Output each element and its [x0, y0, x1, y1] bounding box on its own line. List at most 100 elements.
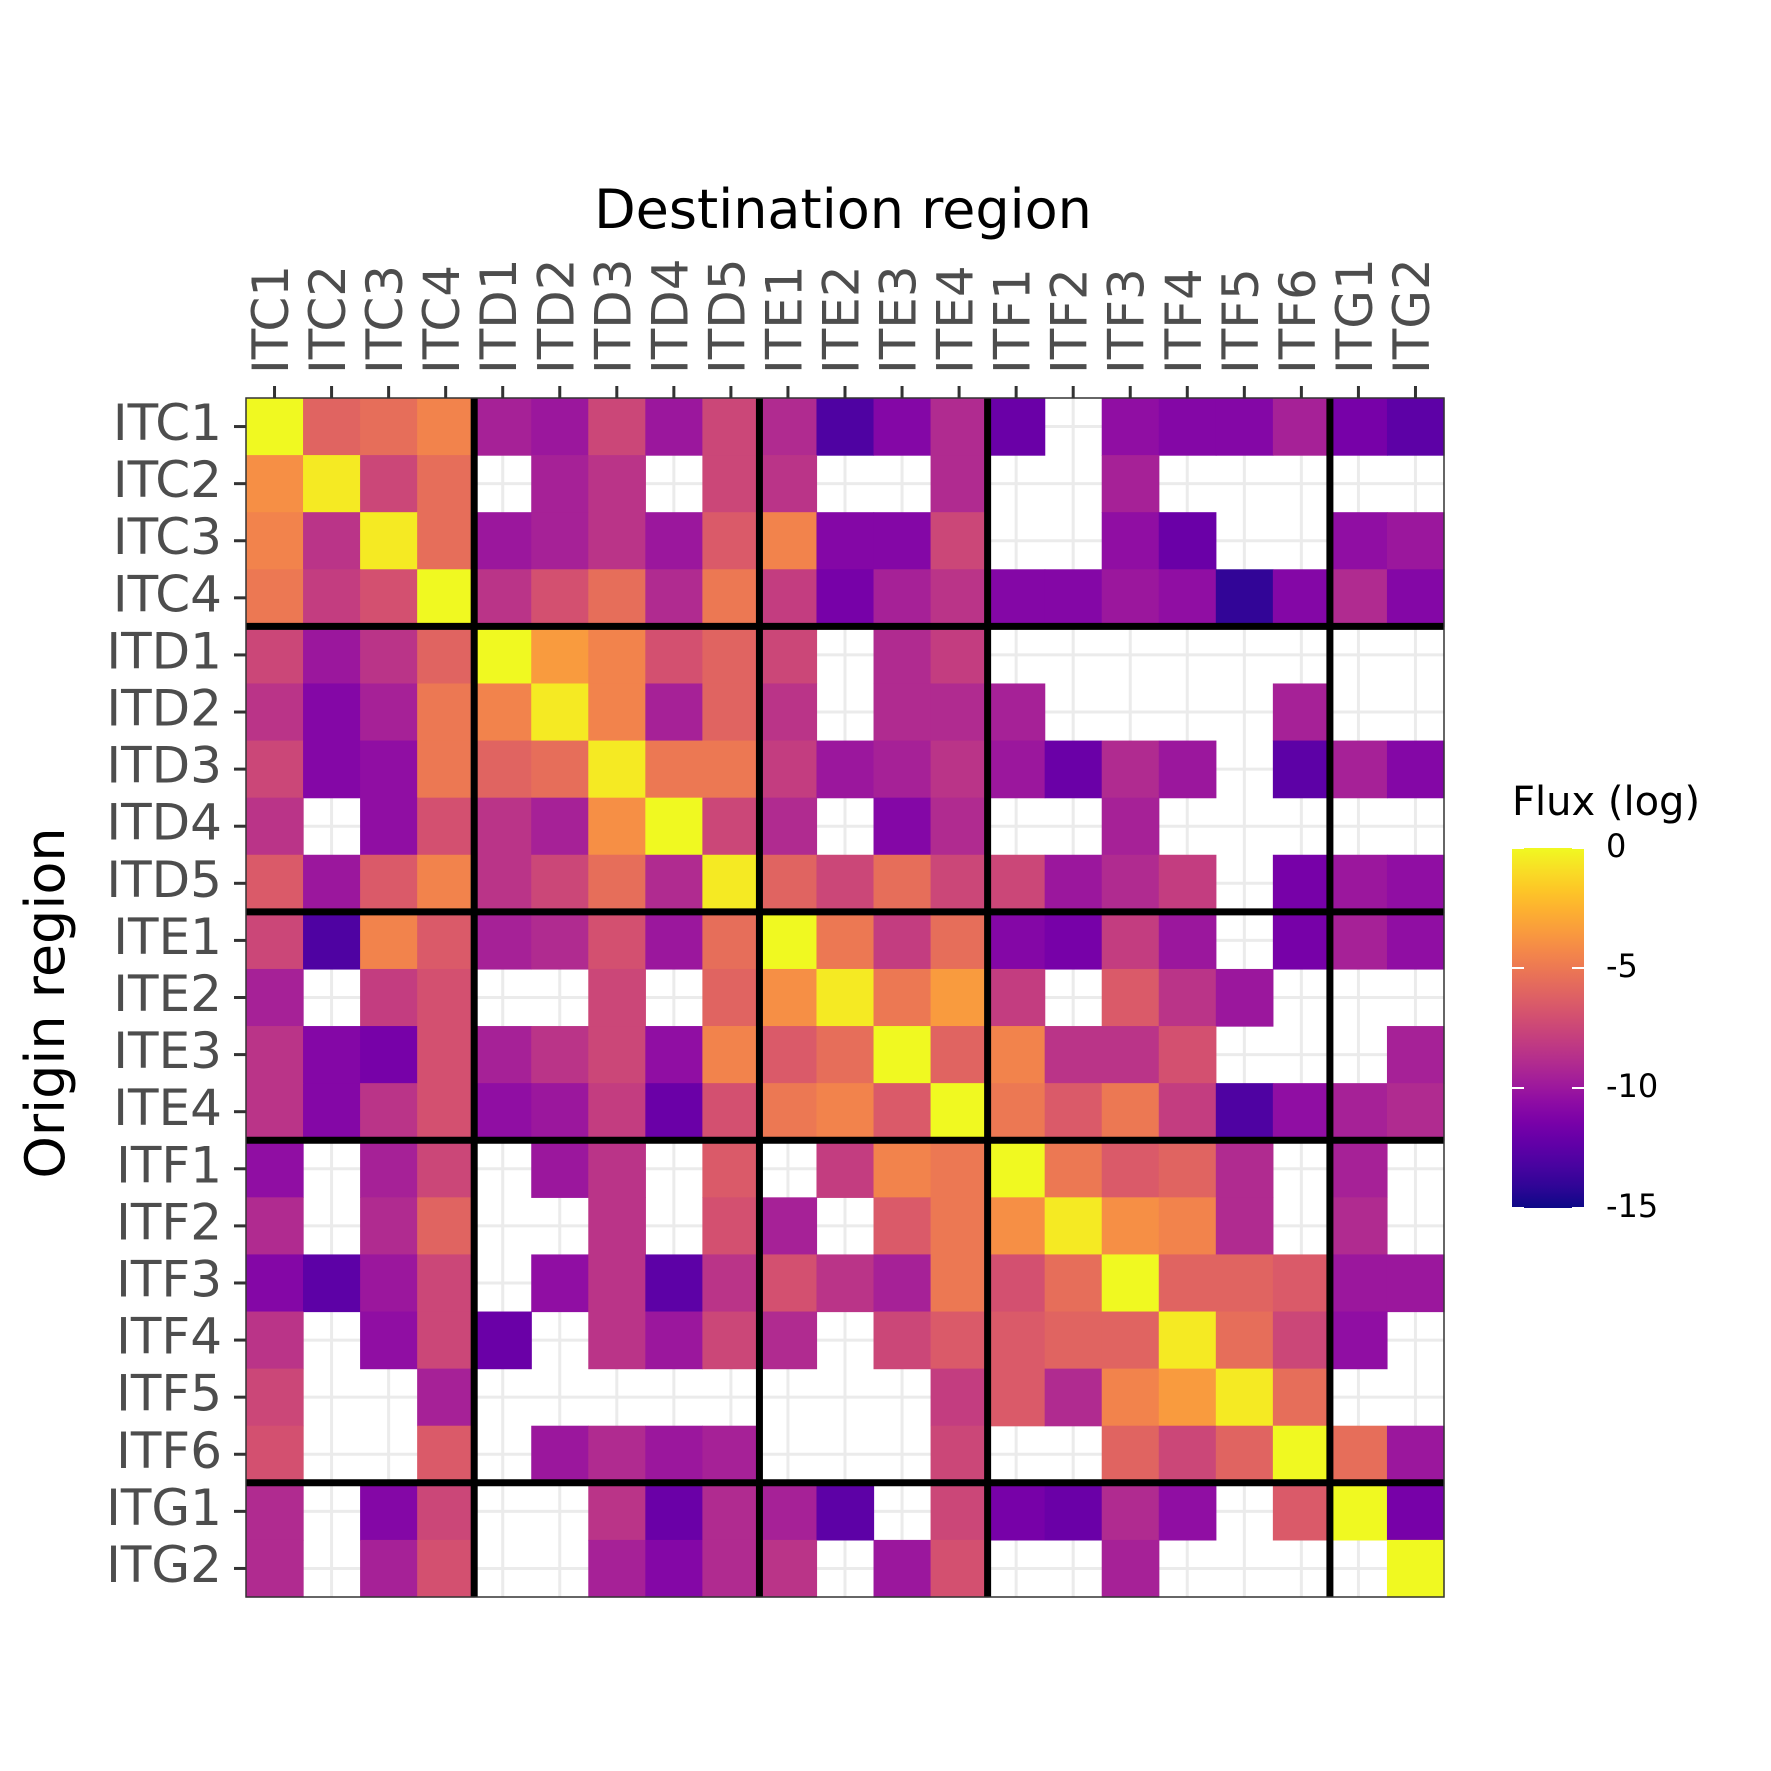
heatmap-cell — [360, 512, 418, 570]
heatmap-cell — [1272, 1311, 1331, 1370]
heatmap-cell — [246, 626, 304, 685]
heatmap-cell — [1215, 1197, 1274, 1256]
heatmap-cell — [531, 1083, 589, 1141]
heatmap-cell — [246, 1311, 304, 1370]
heatmap-cell — [1101, 1254, 1160, 1313]
heatmap-cell — [987, 1197, 1046, 1256]
heatmap-cell — [1158, 911, 1217, 970]
heatmap-cell — [873, 683, 932, 742]
heatmap-cell — [360, 1026, 418, 1084]
heatmap-cell — [474, 911, 532, 970]
heatmap-cell — [588, 740, 646, 799]
heatmap-cell — [645, 683, 703, 742]
x-axis-ticks: ITC1 ITC2 ITC3 ITC4 ITD1 ITD2 ITD3 ITD4 ITD5 ITE1… — [242, 258, 1441, 398]
heatmap-cell — [417, 1197, 475, 1256]
x-tick-label: ITD2 — [527, 258, 585, 374]
heatmap-cell — [1386, 398, 1445, 456]
heatmap-cell — [303, 455, 361, 513]
heatmap-cell — [1044, 569, 1103, 627]
heatmap-cell — [1158, 1026, 1217, 1084]
heatmap-cell — [759, 626, 818, 685]
heatmap-cell — [588, 1311, 646, 1370]
heatmap-cell — [1158, 740, 1217, 799]
heatmap-cell — [1329, 1425, 1388, 1484]
heatmap-cell — [474, 512, 532, 570]
heatmap-cell — [1386, 740, 1445, 799]
heatmap-cell — [702, 1482, 761, 1541]
heatmap-cell — [1101, 1311, 1160, 1370]
heatmap-cell — [303, 1083, 361, 1141]
y-tick-label: ITG2 — [106, 1536, 222, 1594]
x-tick-label: ITD1 — [470, 258, 528, 374]
heatmap-cell — [474, 1311, 532, 1370]
heatmap-cell — [1158, 1140, 1217, 1198]
heatmap-cell — [531, 683, 589, 742]
y-tick-label: ITD4 — [106, 794, 222, 852]
heatmap-cell — [645, 1425, 703, 1484]
heatmap-cell — [474, 740, 532, 799]
heatmap-cell — [702, 1425, 761, 1484]
x-tick-label: ITE2 — [813, 265, 871, 374]
heatmap-cell — [930, 911, 989, 970]
heatmap-cell — [474, 1026, 532, 1084]
heatmap-cell — [588, 512, 646, 570]
heatmap-cell — [702, 512, 761, 570]
heatmap-cell — [474, 683, 532, 742]
heatmap-cell — [873, 854, 932, 913]
heatmap-cell — [1158, 1482, 1217, 1541]
heatmap-cell — [702, 968, 761, 1027]
heatmap-cell — [360, 1254, 418, 1313]
heatmap-cell — [1044, 1368, 1103, 1427]
x-tick-label: ITF6 — [1269, 268, 1327, 374]
heatmap-cell — [702, 1254, 761, 1313]
heatmap-cell — [702, 797, 761, 856]
heatmap-cell — [417, 1083, 475, 1141]
heatmap-cell — [1329, 569, 1388, 627]
y-tick-label: ITD2 — [106, 680, 222, 738]
heatmap-cell — [759, 683, 818, 742]
y-axis-ticks: ITC1ITC2ITC3ITC4ITD1ITD2ITD3ITD4ITD5ITE1… — [106, 394, 246, 1594]
heatmap-cell — [1272, 1368, 1331, 1427]
y-tick-label: ITF1 — [116, 1136, 222, 1194]
heatmap-cell — [645, 797, 703, 856]
heatmap-cell — [1386, 1482, 1445, 1541]
heatmap-cell — [360, 854, 418, 913]
heatmap-cell — [360, 1539, 418, 1598]
heatmap-cell — [1158, 512, 1217, 570]
heatmap-cell — [246, 455, 304, 513]
heatmap-cell — [246, 1482, 304, 1541]
heatmap-cell — [816, 569, 875, 627]
y-tick-label: ITE3 — [113, 1022, 222, 1080]
heatmap-cell — [1101, 854, 1160, 913]
heatmap-cell — [816, 1482, 875, 1541]
heatmap-cell — [1215, 1254, 1274, 1313]
y-axis-title: Origin region — [14, 827, 77, 1178]
heatmap-cell — [303, 1026, 361, 1084]
y-tick-label: ITE1 — [113, 908, 222, 966]
heatmap-cell — [645, 626, 703, 685]
heatmap-cell — [531, 626, 589, 685]
heatmap-cell — [645, 740, 703, 799]
y-tick-label: ITF2 — [116, 1193, 222, 1251]
heatmap-cell — [417, 1368, 475, 1427]
heatmap-cell — [246, 740, 304, 799]
heatmap-cell — [816, 1083, 875, 1141]
heatmap-cell — [759, 911, 818, 970]
heatmap-cell — [303, 1254, 361, 1313]
heatmap-cell — [759, 512, 818, 570]
heatmap-cell — [930, 1425, 989, 1484]
heatmap-cell — [474, 797, 532, 856]
heatmap-cell — [987, 1254, 1046, 1313]
heatmap-cell — [246, 911, 304, 970]
heatmap-cell — [1101, 455, 1160, 513]
heatmap-cell — [1272, 1083, 1331, 1141]
heatmap-cell — [816, 1140, 875, 1198]
color-legend: Flux (log) 0 -5 -10 -15 — [1512, 779, 1700, 1225]
heatmap-cell — [417, 1482, 475, 1541]
heatmap-cell — [531, 1026, 589, 1084]
heatmap-cell — [246, 1368, 304, 1427]
heatmap-cell — [1386, 854, 1445, 913]
heatmap-cell — [1101, 512, 1160, 570]
heatmap-cell — [873, 740, 932, 799]
